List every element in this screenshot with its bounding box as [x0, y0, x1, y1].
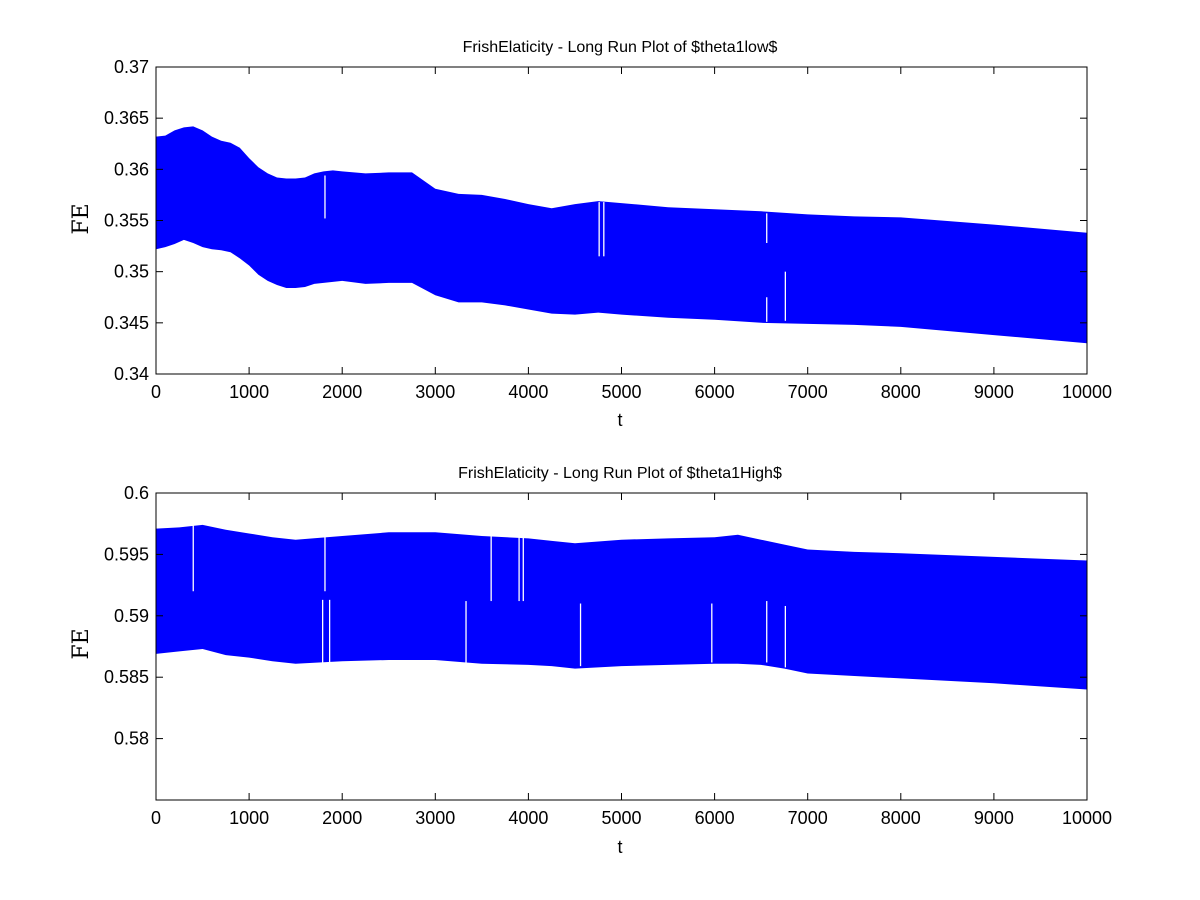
x-tick-label: 8000 — [881, 382, 921, 402]
y-tick-label: 0.37 — [114, 57, 149, 77]
y-tick-label: 0.6 — [124, 483, 149, 503]
y-tick-label: 0.36 — [114, 159, 149, 179]
chart-title-bottom: FrishElaticity - Long Run Plot of $theta… — [458, 465, 782, 482]
x-tick-label: 10000 — [1062, 808, 1112, 828]
x-tick-label: 3000 — [415, 808, 455, 828]
y-tick-label: 0.595 — [104, 544, 149, 564]
y-tick-label: 0.355 — [104, 211, 149, 231]
y-tick-label: 0.585 — [104, 667, 149, 687]
x-tick-label: 4000 — [508, 808, 548, 828]
x-tick-label: 1000 — [229, 382, 269, 402]
y-tick-label: 0.59 — [114, 606, 149, 626]
x-tick-label: 7000 — [788, 808, 828, 828]
x-axis-label-bottom: t — [617, 837, 622, 857]
x-axis-label-top: t — [617, 410, 622, 430]
x-tick-label: 2000 — [322, 808, 362, 828]
plot-area-top: 0 1000 2000 3000 4000 5000 6000 7000 8000 9000 100… — [104, 57, 1112, 402]
x-tick-label: 3000 — [415, 382, 455, 402]
x-tick-label: 10000 — [1062, 382, 1112, 402]
y-tick-label: 0.58 — [114, 729, 149, 749]
x-tick-label: 6000 — [695, 808, 735, 828]
series-band-0 — [156, 126, 1087, 344]
series-band-0 — [156, 524, 1087, 690]
x-tick-label: 4000 — [508, 382, 548, 402]
x-tick-label: 7000 — [788, 382, 828, 402]
x-tick-label: 8000 — [881, 808, 921, 828]
x-tick-label: 2000 — [322, 382, 362, 402]
y-axis-label-top: FE — [69, 203, 94, 234]
x-tick-label: 0 — [151, 382, 161, 402]
x-tick-label: 9000 — [974, 382, 1014, 402]
y-tick-label: 0.365 — [104, 108, 149, 128]
y-tick-label: 0.35 — [114, 262, 149, 282]
x-tick-label: 0 — [151, 808, 161, 828]
chart-title-top: FrishElaticity - Long Run Plot of $theta… — [463, 39, 778, 56]
plot-area-bottom: 0 1000 2000 3000 4000 5000 6000 7000 8000 9000 100… — [104, 483, 1112, 828]
y-axis-label-bottom: FE — [69, 628, 94, 659]
x-tick-label: 1000 — [229, 808, 269, 828]
y-tick-label: 0.34 — [114, 364, 149, 384]
x-tick-label: 5000 — [601, 808, 641, 828]
x-tick-label: 5000 — [601, 382, 641, 402]
chart-panel-bottom: FrishElaticity - Long Run Plot of $theta… — [69, 465, 1112, 857]
chart-panel-top: FrishElaticity - Long Run Plot of $theta… — [69, 39, 1112, 430]
x-tick-label: 6000 — [695, 382, 735, 402]
y-tick-label: 0.345 — [104, 313, 149, 333]
x-tick-label: 9000 — [974, 808, 1014, 828]
